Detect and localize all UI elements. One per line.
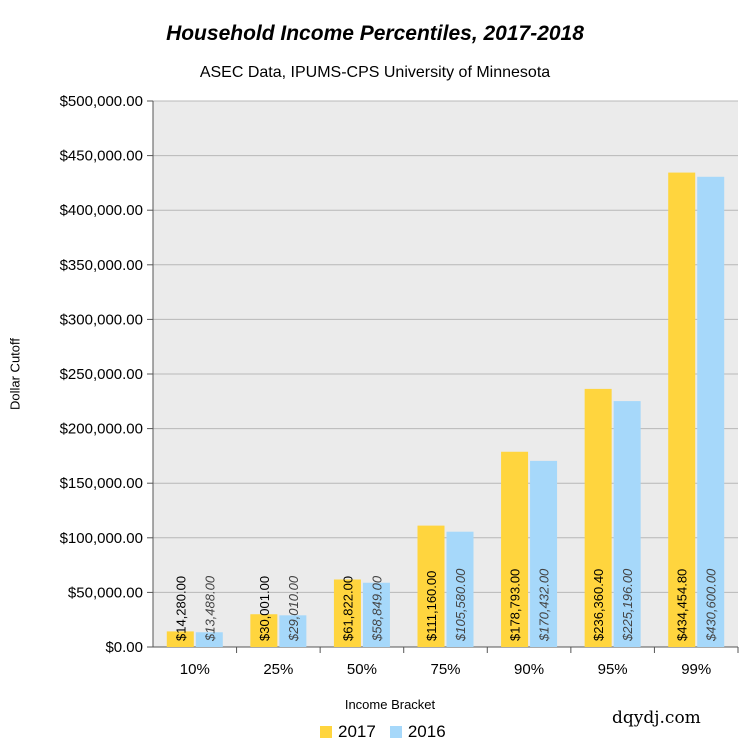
bar-2017 (584, 388, 612, 647)
y-tick-label: $250,000.00 (60, 366, 143, 383)
bar-2017 (501, 451, 529, 647)
watermark: dqydj.com (612, 708, 701, 728)
data-label-2017: $111,160.00 (424, 571, 439, 641)
chart-subtitle: ASEC Data, IPUMS-CPS University of Minne… (199, 64, 551, 81)
x-tick-label: 10% (180, 661, 210, 678)
data-label-2016: $105,580.00 (453, 568, 468, 642)
data-label-2016: $225,196.00 (620, 568, 635, 642)
legend: 2017 2016 (320, 722, 460, 742)
y-tick-label: $0.00 (105, 639, 143, 656)
data-label-2016: $170,432.00 (537, 568, 552, 642)
data-label-2016: $13,488.00 (202, 575, 217, 642)
data-label-2016: $430,600.00 (704, 568, 719, 642)
legend-item-2016: 2016 (389, 722, 446, 742)
bar-2016 (195, 632, 223, 647)
y-tick-label: $200,000.00 (60, 421, 143, 438)
x-axis-label: Income Bracket (344, 697, 436, 712)
legend-label-2016: 2016 (407, 722, 446, 741)
x-tick-label: 25% (263, 661, 293, 678)
y-tick-label: $100,000.00 (60, 530, 143, 547)
legend-swatch-2016 (389, 726, 402, 738)
y-tick-label: $300,000.00 (60, 311, 143, 328)
bar-2017 (333, 579, 361, 647)
x-tick-label: 90% (514, 661, 544, 678)
x-tick-label: 95% (598, 661, 628, 678)
y-tick-label: $50,000.00 (68, 584, 143, 601)
y-tick-label: $400,000.00 (60, 202, 143, 219)
bar-2017 (668, 172, 696, 647)
chart-title: Household Income Percentiles, 2017-2018 (166, 22, 584, 45)
bar-2016 (446, 531, 474, 647)
bar-2017 (166, 631, 194, 647)
x-tick-label: 75% (430, 661, 460, 678)
y-tick-label: $350,000.00 (60, 257, 143, 274)
bar-2016 (530, 460, 558, 647)
bar-2016 (362, 582, 390, 647)
bar-2016 (613, 401, 641, 647)
legend-item-2017: 2017 (320, 722, 376, 742)
data-label-2017: $236,360.40 (591, 569, 606, 641)
bar-2016 (279, 615, 307, 647)
y-tick-label: $150,000.00 (60, 475, 143, 492)
bar-2017 (417, 525, 445, 647)
data-label-2016: $29,010.00 (286, 575, 301, 642)
data-label-2017: $61,822.00 (340, 576, 355, 641)
data-label-2017: $434,454.80 (675, 569, 690, 641)
data-label-2017: $30,001.00 (257, 576, 272, 641)
y-tick-label: $500,000.00 (60, 93, 143, 110)
legend-label-2017: 2017 (338, 722, 376, 741)
bar-2017 (250, 614, 278, 647)
x-tick-label: 99% (681, 661, 711, 678)
bar-2016 (697, 176, 725, 648)
data-label-2016: $58,849.00 (369, 575, 384, 642)
data-label-2017: $178,793.00 (508, 569, 523, 641)
data-label-2017: $14,280.00 (173, 576, 188, 641)
y-tick-label: $450,000.00 (60, 148, 143, 165)
legend-swatch-2017 (320, 726, 332, 738)
x-tick-label: 50% (347, 661, 377, 678)
